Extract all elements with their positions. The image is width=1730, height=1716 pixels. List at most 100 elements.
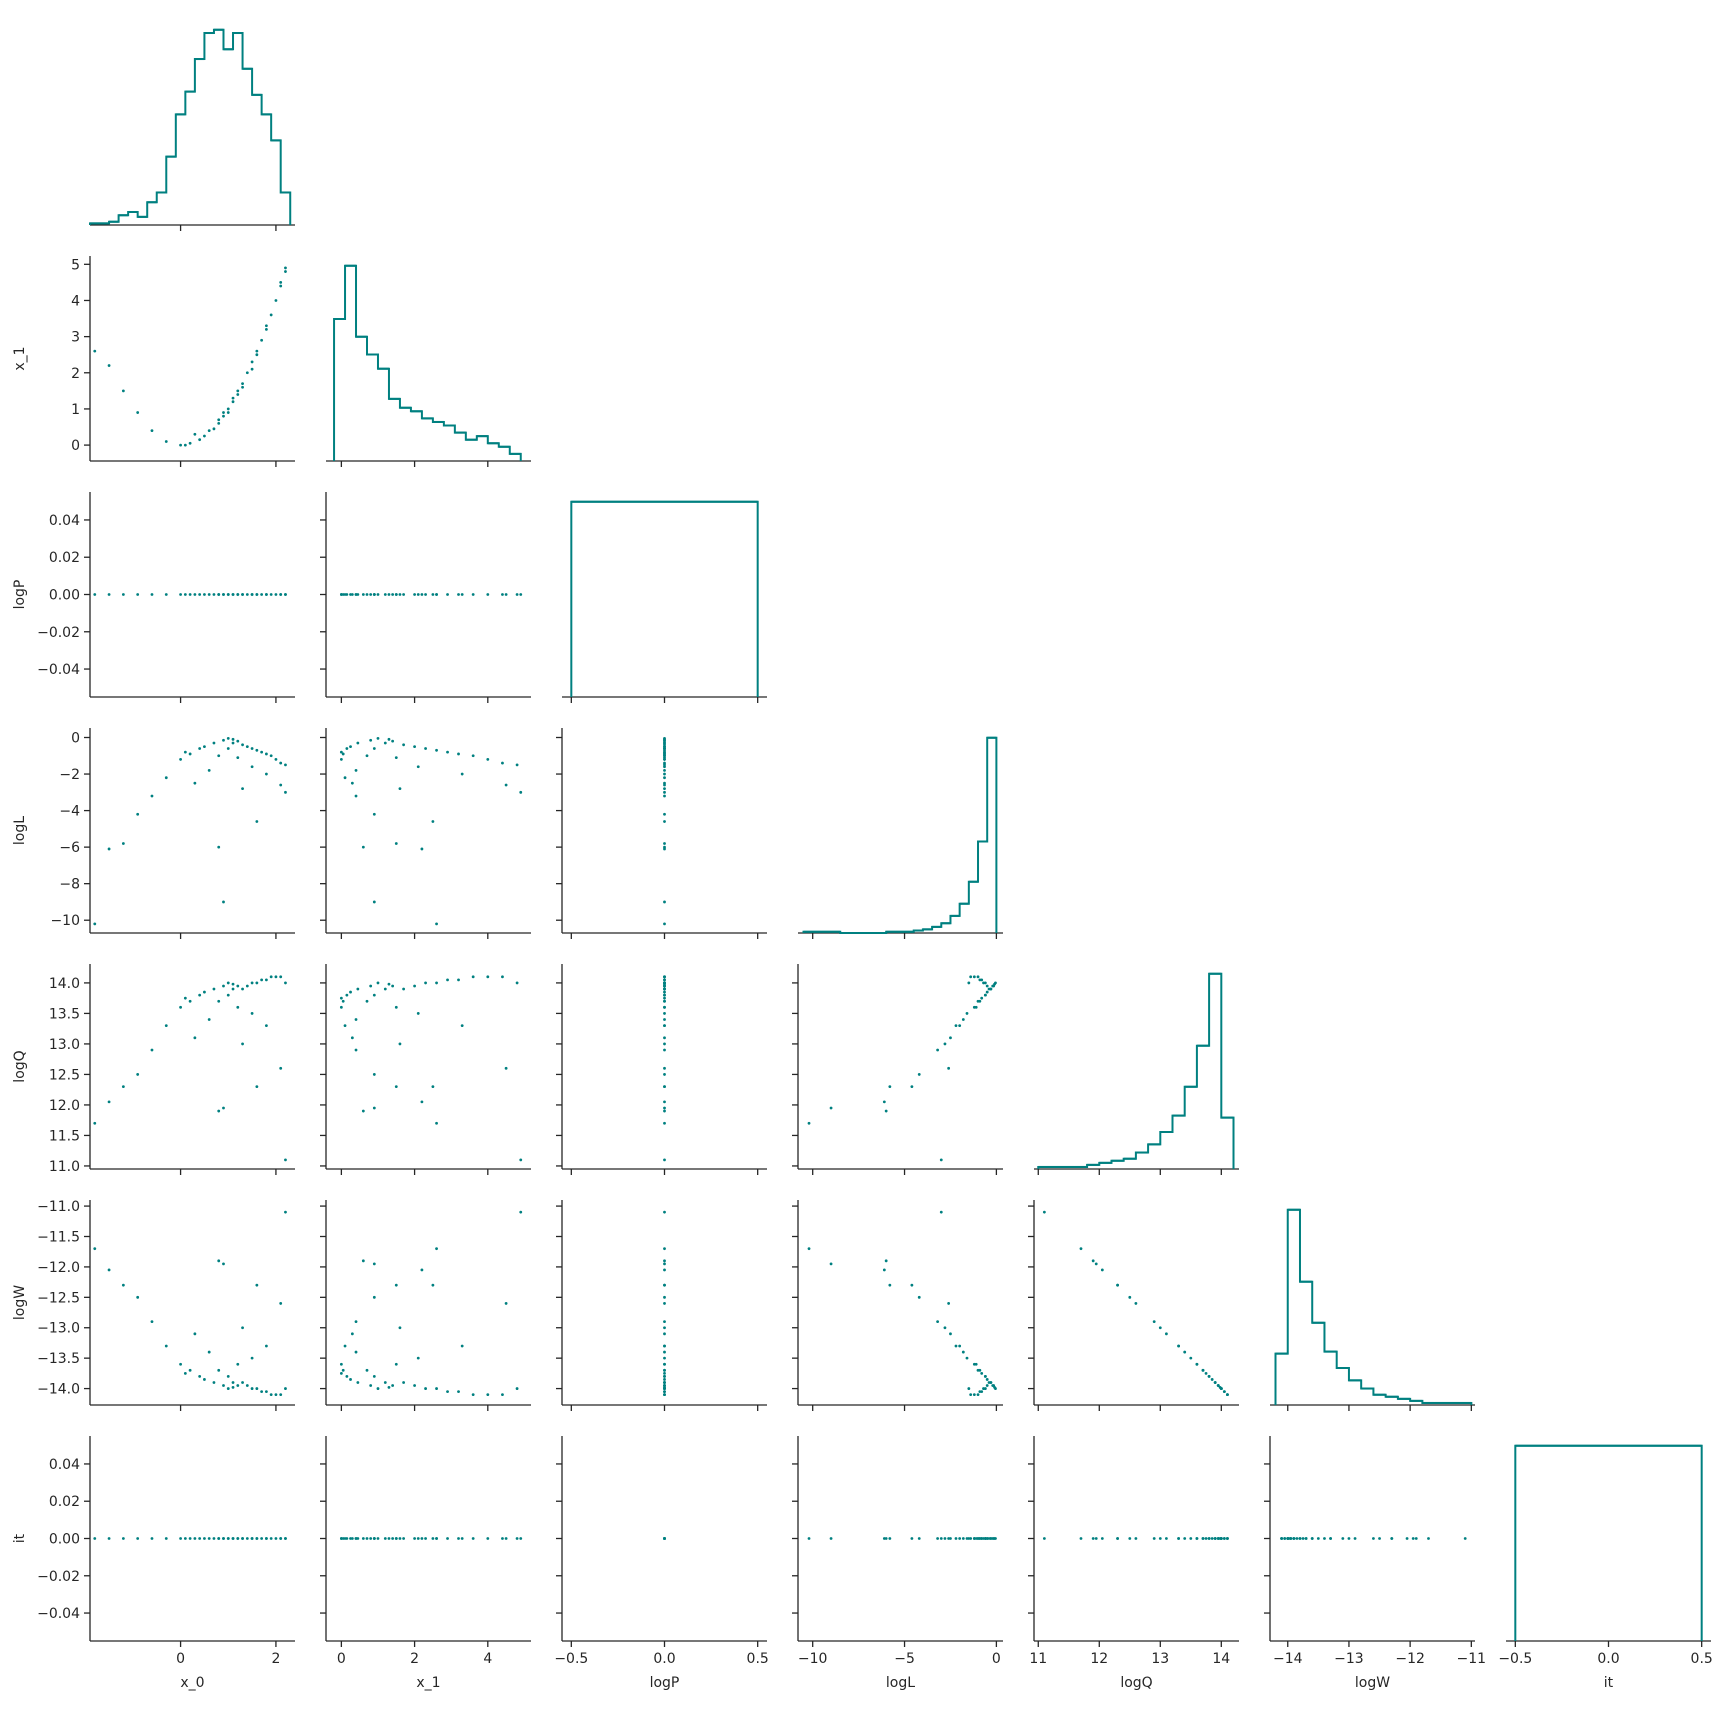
scatter-point bbox=[350, 1036, 354, 1040]
scatter-point bbox=[150, 1048, 154, 1052]
scatter-point bbox=[446, 1537, 449, 1540]
scatter-point bbox=[226, 593, 230, 596]
x-tick-label: 11 bbox=[1029, 1651, 1047, 1667]
y-tick-label: 0.00 bbox=[49, 1532, 80, 1548]
y-tick-label: 13.5 bbox=[49, 1006, 80, 1022]
scatter-point bbox=[663, 1048, 666, 1052]
scatter-point bbox=[398, 787, 402, 791]
scatter-point bbox=[663, 1066, 666, 1070]
scatter-point bbox=[226, 407, 230, 411]
scatter-point bbox=[394, 1005, 398, 1009]
scatter-point bbox=[217, 593, 221, 596]
scatter-point bbox=[993, 1385, 996, 1389]
y-tick-label: −0.02 bbox=[37, 1569, 80, 1585]
scatter-point bbox=[402, 1381, 406, 1384]
scatter-point bbox=[372, 1375, 376, 1378]
scatter-point bbox=[978, 1390, 982, 1394]
scatter-point bbox=[398, 593, 402, 596]
scatter-point bbox=[519, 790, 523, 794]
scatter-point bbox=[354, 1350, 358, 1354]
scatter-point bbox=[991, 984, 995, 988]
scatter-point bbox=[1213, 1381, 1217, 1384]
scatter-point bbox=[349, 745, 352, 749]
scatter-point bbox=[663, 1018, 666, 1021]
scatter-point bbox=[1222, 1390, 1226, 1394]
scatter-point bbox=[222, 411, 225, 414]
scatter-point bbox=[269, 1537, 273, 1540]
scatter-point bbox=[663, 1210, 666, 1214]
scatter-point bbox=[284, 763, 287, 767]
scatter-point bbox=[965, 1356, 969, 1360]
scatter-point bbox=[345, 593, 349, 596]
scatter-point bbox=[255, 353, 259, 357]
scatter-point bbox=[471, 593, 475, 596]
scatter-point bbox=[217, 1259, 221, 1263]
scatter-point bbox=[217, 754, 221, 758]
scatter-point bbox=[420, 1268, 424, 1272]
scatter-point bbox=[457, 1537, 460, 1540]
scatter-point bbox=[416, 1537, 420, 1540]
scatter-point bbox=[121, 1537, 125, 1540]
y-tick-label: −12.5 bbox=[37, 1290, 80, 1306]
scatter-point bbox=[231, 982, 235, 986]
scatter-point bbox=[345, 1375, 349, 1378]
scatter-point bbox=[420, 593, 424, 596]
scatter-point bbox=[501, 761, 504, 765]
scatter-point bbox=[486, 1393, 490, 1397]
scatter-point bbox=[663, 1024, 666, 1028]
scatter-point bbox=[1390, 1537, 1394, 1540]
y-tick-label: −6 bbox=[59, 840, 80, 856]
scatter-point bbox=[961, 1018, 965, 1021]
scatter-point bbox=[217, 999, 221, 1003]
scatter-point bbox=[807, 1537, 811, 1540]
scatter-point bbox=[164, 1024, 168, 1028]
scatter-point bbox=[663, 758, 666, 761]
scatter-point bbox=[985, 1378, 989, 1381]
scatter-point bbox=[339, 593, 343, 596]
x-axis-label: logQ bbox=[1120, 1675, 1152, 1691]
scatter-point bbox=[136, 1537, 140, 1540]
scatter-point bbox=[917, 1537, 921, 1540]
scatter-point bbox=[457, 752, 460, 756]
scatter-point bbox=[431, 1085, 435, 1089]
scatter-point bbox=[164, 1344, 168, 1348]
scatter-point bbox=[203, 1537, 206, 1540]
scatter-point bbox=[245, 984, 249, 988]
scatter-point bbox=[121, 842, 125, 845]
scatter-point bbox=[372, 1537, 376, 1540]
x-tick-label: −0.5 bbox=[1498, 1651, 1532, 1667]
scatter-point bbox=[983, 1375, 987, 1378]
scatter-point bbox=[183, 750, 187, 754]
scatter-point bbox=[972, 1393, 976, 1397]
scatter-point bbox=[226, 411, 230, 414]
scatter-point bbox=[136, 1073, 140, 1076]
scatter-point bbox=[164, 440, 168, 443]
scatter-point bbox=[486, 593, 490, 596]
scatter-point bbox=[345, 1537, 349, 1540]
scatter-point bbox=[349, 1378, 352, 1381]
scatter-point bbox=[663, 1012, 666, 1015]
scatter-point bbox=[976, 975, 980, 979]
scatter-point bbox=[264, 327, 268, 331]
x-tick-label: 4 bbox=[483, 1651, 492, 1667]
scatter-point bbox=[1323, 1537, 1326, 1540]
scatter-point bbox=[947, 1537, 951, 1540]
scatter-point bbox=[435, 1387, 438, 1390]
scatter-point bbox=[974, 1362, 978, 1366]
scatter-point bbox=[829, 1106, 833, 1110]
y-tick-label: −0.02 bbox=[37, 625, 80, 641]
scatter-point bbox=[1463, 1537, 1467, 1540]
scatter-point bbox=[394, 756, 398, 759]
scatter-point bbox=[264, 752, 268, 756]
scatter-point bbox=[222, 1384, 225, 1387]
scatter-point bbox=[663, 750, 666, 754]
scatter-point bbox=[1226, 1393, 1229, 1397]
scatter-point bbox=[222, 900, 225, 904]
scatter-point bbox=[1094, 1537, 1098, 1540]
scatter-point bbox=[435, 1247, 438, 1251]
scatter-point bbox=[1280, 1537, 1284, 1540]
scatter-point bbox=[663, 1109, 666, 1113]
scatter-point bbox=[356, 593, 360, 596]
scatter-point bbox=[376, 593, 380, 596]
scatter-point bbox=[136, 411, 140, 414]
